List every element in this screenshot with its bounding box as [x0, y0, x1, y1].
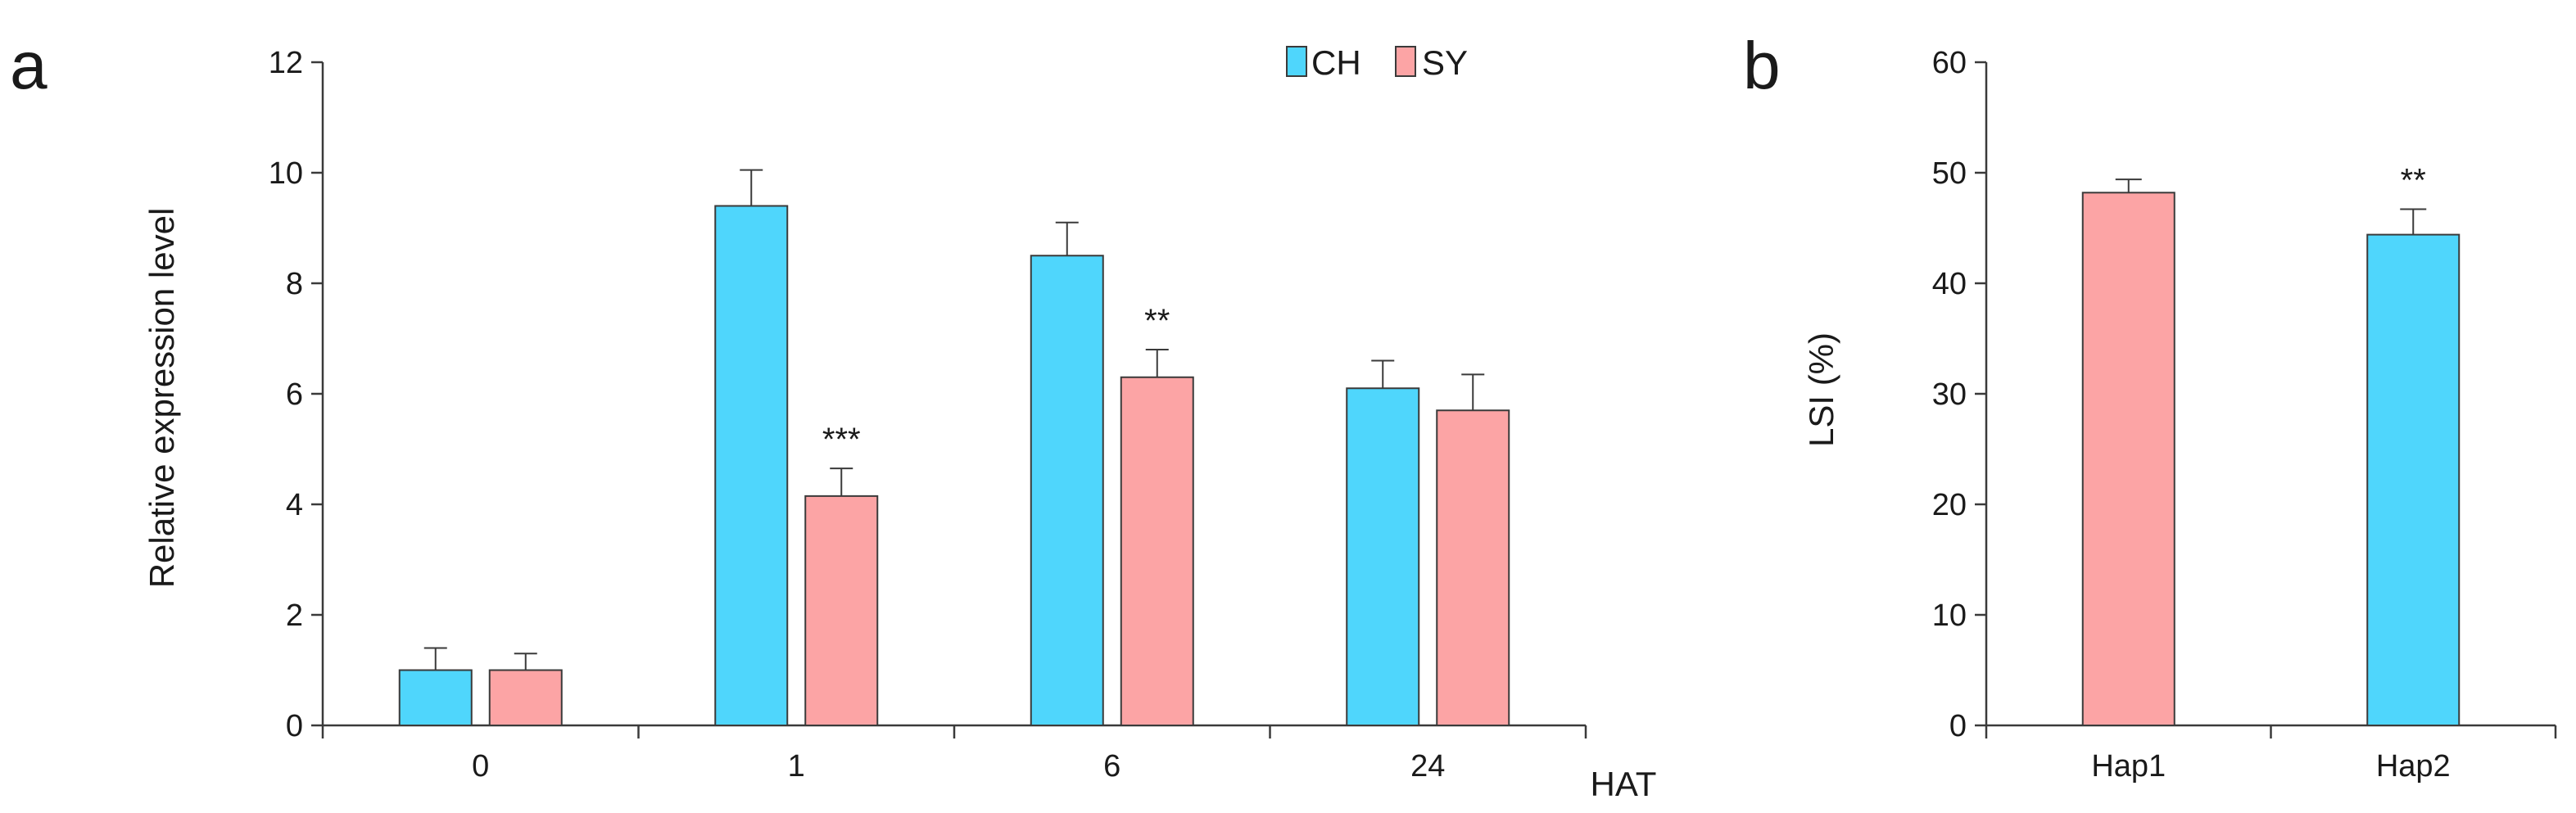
chart-panel-b: b LSI (%) 0 10 20 30 40 50 60 Hap1 Hap2 **	[1743, 29, 2557, 784]
panel-b-ytick-label: 0	[1949, 709, 1967, 743]
panel-b-ylabel: LSI (%)	[1802, 332, 1840, 447]
panel-a-category-label: 6	[1103, 749, 1120, 784]
chart-panel-a: a Relative expression level HAT CH SY 0 2…	[10, 29, 1656, 803]
error-bar-sy-1	[830, 467, 853, 496]
panel-b-category-label: Hap1	[2091, 749, 2166, 784]
error-bar-ch-24	[1371, 359, 1395, 389]
bar-ch-1	[714, 205, 789, 726]
panel-b-ytick-label: 30	[1932, 377, 1967, 412]
legend-swatch-ch	[1286, 46, 1307, 77]
legend: CH SY	[1286, 43, 1468, 82]
panel-a-label: a	[10, 29, 48, 103]
panel-a-ytick-label: 12	[269, 46, 303, 80]
panel-a-ytick-label: 8	[286, 267, 303, 301]
legend-swatch-sy	[1395, 46, 1416, 77]
panel-b-ytick-label: 60	[1932, 46, 1967, 80]
panel-a-category-label: 24	[1410, 749, 1445, 784]
error-bar-ch-6	[1055, 221, 1079, 256]
panel-a-ytick-label: 0	[286, 709, 303, 743]
bar-hap2	[2366, 233, 2461, 727]
panel-a-xlabel: HAT	[1591, 765, 1657, 803]
panel-a-category-label: 0	[472, 749, 489, 784]
error-bar-sy-24	[1461, 373, 1485, 411]
panel-a-significance: ***	[822, 422, 861, 458]
error-bar-sy-6	[1145, 349, 1169, 377]
panel-b-ytick-label: 20	[1932, 488, 1967, 522]
error-bar-sy-0	[514, 653, 537, 671]
panel-b-label: b	[1743, 29, 1781, 103]
panel-a-ytick-label: 2	[286, 598, 303, 633]
error-bar-hap1	[2115, 178, 2142, 193]
panel-b-ytick-label: 10	[1932, 598, 1967, 633]
panel-a-ylabel: Relative expression level	[143, 208, 181, 589]
panel-b-significance: **	[2401, 163, 2426, 199]
bar-sy-0	[488, 669, 563, 726]
error-bar-ch-1	[740, 169, 763, 206]
bar-sy-6	[1120, 376, 1194, 726]
bar-sy-24	[1436, 409, 1510, 726]
panel-b-plot-area: 0 10 20 30 40 50 60 Hap1 Hap2 **	[1932, 46, 2557, 784]
legend-label-ch: CH	[1311, 43, 1361, 82]
bar-hap1	[2081, 192, 2175, 727]
panel-b-ytick-label: 40	[1932, 267, 1967, 301]
bar-sy-1	[804, 495, 879, 726]
panel-b-category-label: Hap2	[2376, 749, 2451, 784]
panel-a-significance: **	[1144, 303, 1170, 339]
panel-a-ytick-label: 4	[286, 488, 303, 522]
legend-label-sy: SY	[1422, 43, 1468, 82]
error-bar-hap2	[2400, 208, 2427, 235]
bar-ch-6	[1030, 255, 1104, 726]
bar-ch-24	[1346, 387, 1420, 726]
panel-a-ytick-label: 6	[286, 377, 303, 412]
panel-a-ytick-label: 10	[269, 156, 303, 191]
bar-ch-0	[398, 669, 473, 726]
error-bar-ch-0	[423, 647, 447, 671]
panel-a-category-label: 1	[788, 749, 805, 784]
panel-b-ytick-label: 50	[1932, 156, 1967, 191]
